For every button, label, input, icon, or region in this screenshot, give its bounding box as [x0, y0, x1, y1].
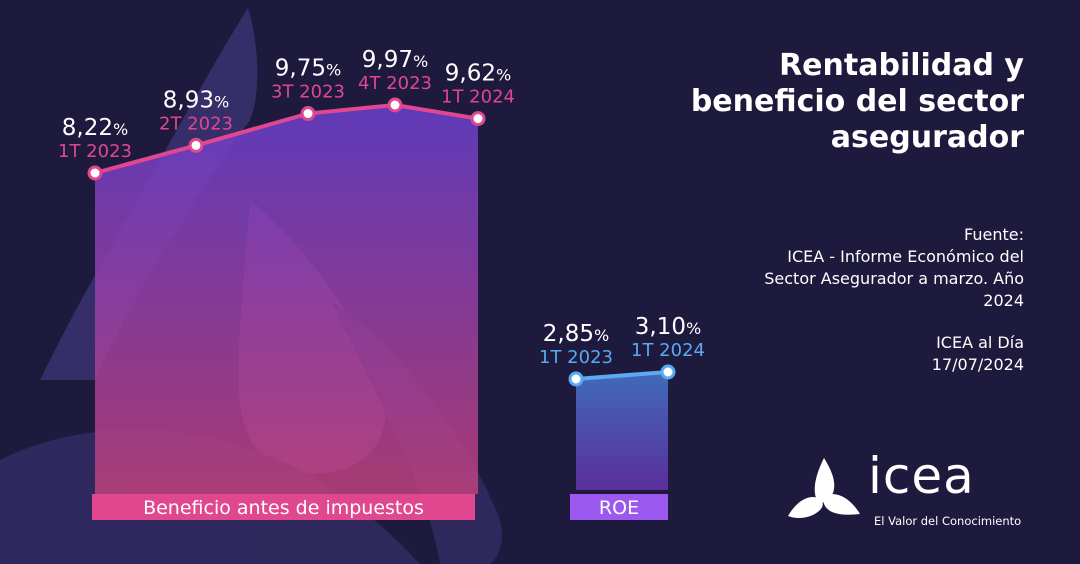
- value-label: 9,75%: [275, 56, 341, 82]
- icea-logo: icea El Valor del Conocimiento: [786, 447, 1046, 532]
- data-point: [470, 111, 486, 127]
- data-point: [568, 371, 584, 387]
- category-label: 1T 2024: [631, 340, 705, 361]
- source-date: 17/07/2024: [931, 355, 1024, 374]
- category-label: 3T 2023: [271, 82, 345, 103]
- value-label: 3,10%: [635, 314, 701, 340]
- value-label: 2,85%: [543, 321, 609, 347]
- value-label: 8,93%: [163, 87, 229, 113]
- icea-logo-icon: [788, 458, 860, 518]
- logo-word: icea: [868, 447, 975, 505]
- source-label: Fuente:: [964, 225, 1024, 244]
- title-line: beneficio del sector: [690, 84, 1024, 119]
- value-label: 9,62%: [445, 61, 511, 87]
- source-line: Sector Asegurador a marzo. Año: [764, 269, 1024, 288]
- series-line: [575, 370, 669, 381]
- value-label: 9,97%: [362, 47, 428, 73]
- series-label-box: [92, 494, 475, 520]
- category-label: 1T 2024: [441, 87, 515, 108]
- source-line: 2024: [983, 291, 1024, 310]
- data-point: [188, 137, 204, 153]
- category-label: 1T 2023: [539, 347, 613, 368]
- source-extra: ICEA al Día: [936, 333, 1024, 352]
- chart-points: [87, 97, 676, 387]
- category-label: 1T 2023: [58, 141, 132, 162]
- series-label: ROE: [599, 497, 639, 519]
- value-label: 8,22%: [62, 115, 128, 141]
- title-line: asegurador: [830, 120, 1024, 155]
- series-label: Beneficio antes de impuestos: [143, 497, 424, 519]
- title-line: Rentabilidad y: [779, 48, 1024, 83]
- area-fill: [95, 105, 478, 494]
- chart-title: Rentabilidad y beneficio del sector aseg…: [644, 48, 1024, 156]
- source-line: ICEA - Informe Económico del: [787, 247, 1024, 266]
- chart-areas: [95, 105, 668, 494]
- category-label: 2T 2023: [159, 113, 233, 134]
- category-label: 4T 2023: [358, 73, 432, 94]
- data-point: [300, 106, 316, 122]
- chart-series-labels: Beneficio antes de impuestos ROE: [92, 494, 668, 520]
- logo-tagline: El Valor del Conocimiento: [874, 514, 1022, 528]
- series-label-box: [570, 494, 668, 520]
- data-point: [87, 165, 103, 181]
- data-point: [387, 97, 403, 113]
- data-point: [660, 364, 676, 380]
- area-fill: [576, 372, 668, 490]
- source-block: Fuente: ICEA - Informe Económico del Sec…: [684, 224, 1024, 376]
